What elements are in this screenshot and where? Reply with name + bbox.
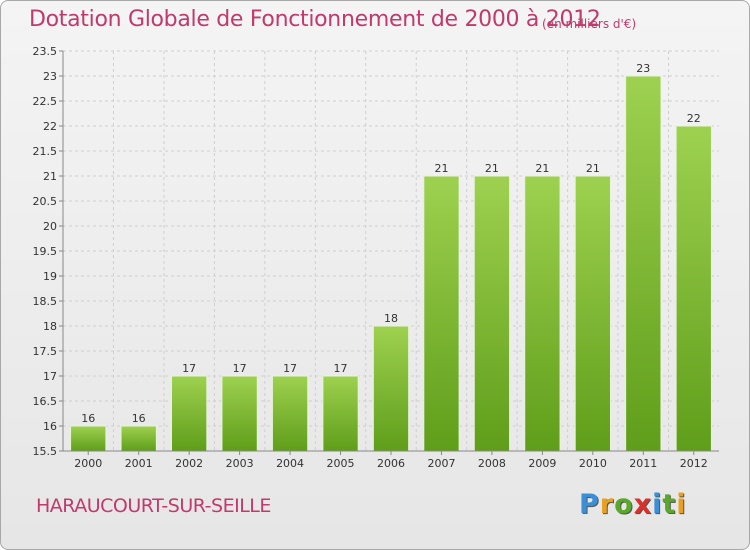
logo-letter: x xyxy=(633,489,653,520)
logo-letter: i xyxy=(652,489,663,520)
bar xyxy=(120,425,157,452)
bar xyxy=(625,75,662,452)
y-axis: 15.5 16 16.5 17 17.5 18 18.5 19 19.5 20 20.5 21 21.5… xyxy=(33,45,64,458)
logo-letter: P xyxy=(579,489,600,520)
x-tick-label: 2006 xyxy=(377,457,405,470)
bar-value-label: 16 xyxy=(81,412,95,425)
bar-value-label: 21 xyxy=(586,162,600,175)
bar xyxy=(423,175,460,452)
city-name: HARAUCOURT-SUR-SEILLE xyxy=(36,495,271,517)
logo-letter: t xyxy=(662,489,677,520)
bar xyxy=(574,175,612,452)
bar-value-label: 17 xyxy=(283,362,297,375)
y-tick-label: 21 xyxy=(43,170,57,183)
x-tick-label: 2007 xyxy=(427,457,455,470)
x-tick-label: 2012 xyxy=(680,457,708,470)
y-tick-label: 21.5 xyxy=(33,145,58,158)
y-tick-label: 20 xyxy=(43,220,57,233)
y-tick-label: 20.5 xyxy=(33,195,58,208)
bar xyxy=(675,125,712,452)
bars: 16 16 17 17 17 17 18 21 21 21 21 23 22 xyxy=(70,62,712,452)
x-tick-label: 2009 xyxy=(528,457,556,470)
proxiti-logo: Proxiti xyxy=(579,489,687,520)
bar-value-label: 18 xyxy=(384,312,398,325)
x-tick-label: 2003 xyxy=(226,457,254,470)
bar-value-label: 21 xyxy=(485,162,499,175)
x-tick-label: 2008 xyxy=(478,457,506,470)
bar xyxy=(70,425,107,452)
bar-value-label: 23 xyxy=(636,62,650,75)
y-tick-label: 17.5 xyxy=(33,345,58,358)
y-tick-label: 15.5 xyxy=(33,445,58,458)
bar-value-label: 21 xyxy=(434,162,448,175)
y-tick-label: 22 xyxy=(43,120,57,133)
y-tick-label: 16.5 xyxy=(33,395,58,408)
bar xyxy=(372,325,410,452)
bar-value-label: 17 xyxy=(233,362,247,375)
chart-title: Dotation Globale de Fonctionnement de 20… xyxy=(29,7,601,32)
bar xyxy=(170,375,208,452)
y-tick-label: 17 xyxy=(43,370,57,383)
unit-label: (en milliers d'€) xyxy=(542,17,637,31)
bar-value-label: 16 xyxy=(132,412,146,425)
bar xyxy=(221,375,258,452)
y-tick-label: 16 xyxy=(43,420,57,433)
y-tick-label: 19.5 xyxy=(33,245,58,258)
y-tick-label: 18.5 xyxy=(33,295,58,308)
bar xyxy=(322,375,359,452)
bar-value-label: 21 xyxy=(535,162,549,175)
bar xyxy=(271,375,309,452)
logo-letter: r xyxy=(599,489,615,520)
y-tick-label: 18 xyxy=(43,320,57,333)
x-tick-label: 2010 xyxy=(579,457,607,470)
y-tick-label: 19 xyxy=(43,270,57,283)
y-tick-label: 23 xyxy=(43,70,57,83)
x-axis: 2000 2001 2002 2003 2004 2005 2006 2007 2008 2009… xyxy=(63,450,719,470)
y-tick-label: 22.5 xyxy=(33,95,58,108)
bar-value-label: 22 xyxy=(687,112,701,125)
bar-value-label: 17 xyxy=(182,362,196,375)
bar-value-label: 17 xyxy=(334,362,348,375)
x-tick-label: 2005 xyxy=(327,457,355,470)
x-tick-label: 2000 xyxy=(74,457,102,470)
bar xyxy=(473,175,511,452)
x-tick-label: 2011 xyxy=(629,457,657,470)
x-tick-label: 2002 xyxy=(175,457,203,470)
logo-letter: i xyxy=(676,489,687,520)
x-tick-label: 2001 xyxy=(125,457,153,470)
bar xyxy=(524,175,561,452)
x-tick-label: 2004 xyxy=(276,457,304,470)
logo-letter: o xyxy=(614,489,634,520)
y-tick-label: 23.5 xyxy=(33,45,58,58)
